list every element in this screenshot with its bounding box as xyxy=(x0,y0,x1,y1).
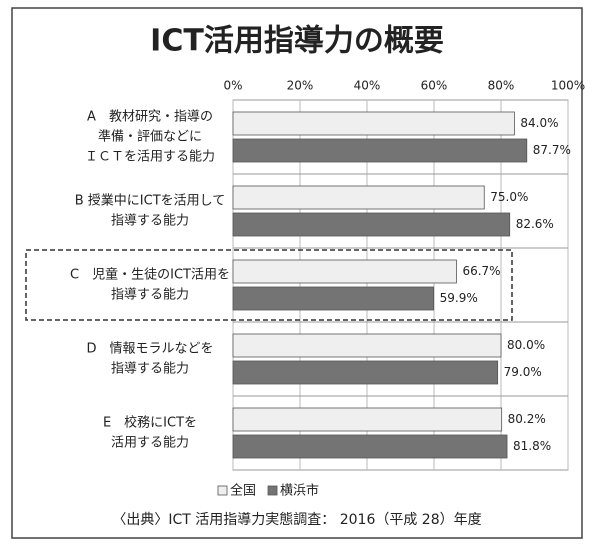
bar xyxy=(232,212,511,237)
x-tick-label: 80% xyxy=(488,79,515,93)
value-label: 80.0% xyxy=(507,338,545,352)
legend-swatch xyxy=(217,485,228,496)
bar xyxy=(232,407,503,432)
bar xyxy=(232,111,515,136)
value-label: 81.8% xyxy=(513,439,551,453)
bar xyxy=(232,138,528,163)
category-label: 活用する能力 xyxy=(111,436,189,451)
category-label: 指導する能力 xyxy=(111,362,189,377)
value-label: 82.6% xyxy=(516,217,554,231)
value-label: 75.0% xyxy=(490,190,528,204)
value-label: 59.9% xyxy=(440,291,478,305)
legend-label: 全国 xyxy=(230,483,256,499)
bar xyxy=(232,185,485,210)
category-label: 準備・評価などに xyxy=(98,129,202,145)
category-label: B 授業中にICTを活用して xyxy=(75,193,226,209)
x-tick-label: 40% xyxy=(354,79,381,93)
x-tick-label: 100% xyxy=(551,79,585,93)
category-label: D 情報モラルなどを xyxy=(86,342,213,357)
bar xyxy=(232,333,502,358)
highlight-box xyxy=(25,249,513,321)
legend-swatch xyxy=(267,485,278,496)
chart-title: ICT活用指導力の概要 xyxy=(150,24,444,59)
value-label: 80.2% xyxy=(508,412,546,426)
x-tick-label: 60% xyxy=(421,79,448,93)
bar xyxy=(232,434,508,459)
value-label: 66.7% xyxy=(462,264,500,278)
bar xyxy=(232,360,499,385)
source: 〈出典〉ICT 活用指導力実態調査： 2016（平成 28）年度 xyxy=(112,512,481,528)
category-label: 指導する能力 xyxy=(111,214,189,229)
category-label: 指導する能力 xyxy=(111,288,189,303)
bar xyxy=(232,259,457,284)
bar xyxy=(232,286,435,311)
category-label: ＩＣＴを活用する能力 xyxy=(85,150,215,165)
legend-label: 横浜市 xyxy=(280,483,319,499)
x-tick-label: 0% xyxy=(223,79,242,93)
category-label: E 校務にICTを xyxy=(103,415,197,431)
value-label: 87.7% xyxy=(533,143,571,157)
frame xyxy=(11,7,583,539)
category-label: C 児童・生徒のICT活用を xyxy=(70,267,230,283)
x-tick-label: 20% xyxy=(287,79,314,93)
value-label: 84.0% xyxy=(520,116,558,130)
value-label: 79.0% xyxy=(504,365,542,379)
category-label: A 教材研究・指導の xyxy=(87,109,213,125)
